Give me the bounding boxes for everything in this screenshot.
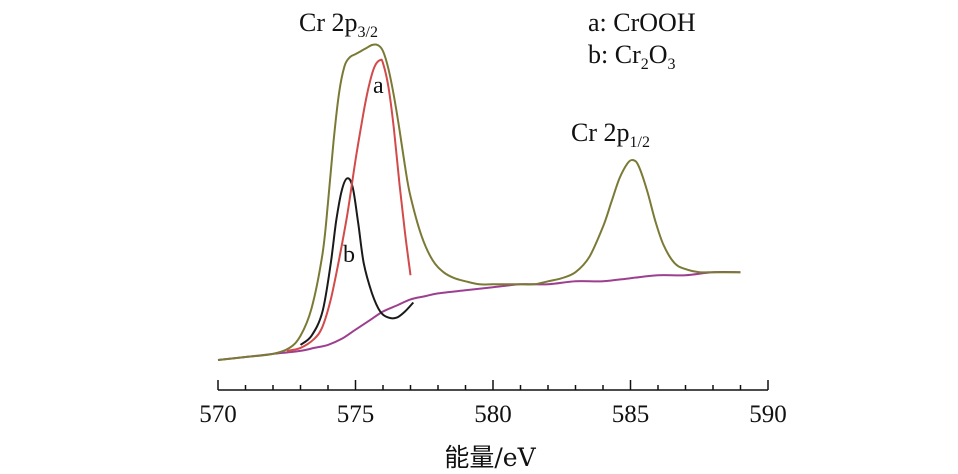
peak-label-cr2p32-main: Cr 2p [299, 8, 358, 37]
peak-label-cr2p12-sub: 1/2 [629, 134, 650, 151]
series-line-envelope [217, 43, 741, 361]
x-tick-label: 575 [337, 401, 375, 428]
x-tick-label: 585 [612, 401, 650, 428]
plot-lines [217, 43, 741, 361]
x-tick-label: 580 [474, 401, 512, 428]
peak-label-cr2p12-main: Cr 2p [571, 118, 630, 147]
legend-b-sub2: 3 [667, 56, 676, 73]
legend-b-sub1: 2 [640, 56, 649, 73]
legend-b-mid: O [648, 40, 668, 69]
legend-a-text: a: CrOOH [588, 8, 696, 37]
legend-a: a: CrOOH [588, 10, 696, 36]
series-line-background [217, 270, 741, 361]
series-line-b [299, 177, 415, 346]
legend-b-prefix: b: Cr [588, 40, 641, 69]
curve-a-label: a [373, 73, 384, 99]
peak-label-cr2p32-sub: 3/2 [357, 24, 378, 41]
series-line-a [286, 58, 412, 352]
peak-label-cr2p32: Cr 2p3/2 [299, 8, 378, 41]
x-axis: 570 575 580 585 590 [199, 380, 787, 428]
x-tick-label: 570 [199, 401, 237, 428]
peak-label-cr2p12: Cr 2p1/2 [571, 118, 650, 151]
x-tick-label: 590 [749, 401, 787, 428]
legend-b: b: Cr2O3 [588, 40, 676, 73]
curve-b-label: b [343, 242, 355, 268]
x-axis-label: 能量/eV [444, 443, 536, 472]
